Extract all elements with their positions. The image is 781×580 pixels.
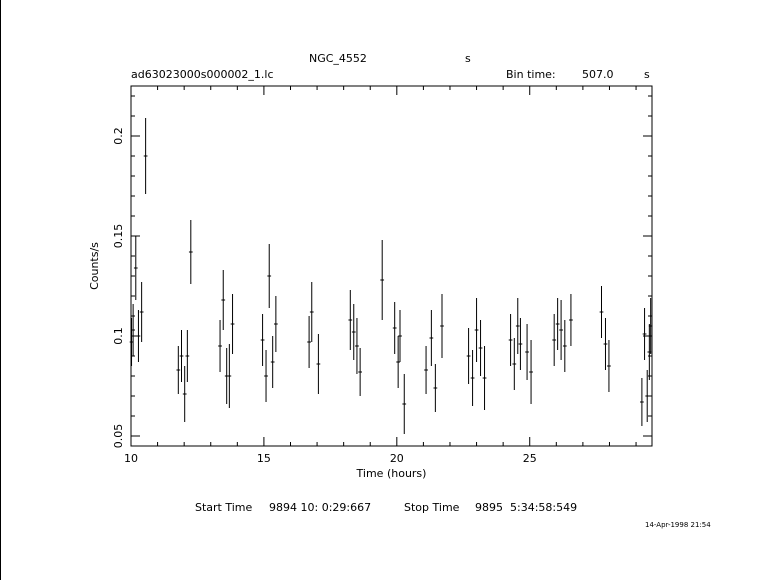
- y-tick-label: 0.15: [112, 224, 125, 249]
- y-tick-label: 0.1: [112, 327, 125, 345]
- start-time-value: 9894 10: 0:29:667: [269, 501, 372, 514]
- y-tick-label: 0.05: [112, 424, 125, 449]
- x-axis-label: Time (hours): [356, 467, 427, 480]
- bin-time-unit: s: [644, 68, 650, 81]
- filename-label: ad63023000s000002_1.lc: [131, 68, 274, 81]
- x-tick-label: 10: [124, 452, 138, 465]
- object-unit: s: [465, 52, 471, 65]
- x-tick-label: 15: [257, 452, 271, 465]
- stop-time-label: Stop Time: [404, 501, 460, 514]
- stop-time-value: 9895 5:34:58:549: [475, 501, 578, 514]
- left-border: [0, 0, 1, 580]
- x-tick-label: 25: [523, 452, 537, 465]
- object-name: NGC_4552: [309, 52, 367, 65]
- plot-frame: [130, 85, 653, 447]
- x-tick-label: 20: [390, 452, 404, 465]
- start-time-label: Start Time: [195, 501, 253, 514]
- y-tick-label: 0.2: [112, 127, 125, 145]
- timestamp: 14-Apr-1998 21:54: [645, 521, 711, 529]
- y-axis-label: Counts/s: [88, 242, 101, 290]
- bin-time-value: 507.0: [582, 68, 614, 81]
- bin-time-label: Bin time:: [506, 68, 556, 81]
